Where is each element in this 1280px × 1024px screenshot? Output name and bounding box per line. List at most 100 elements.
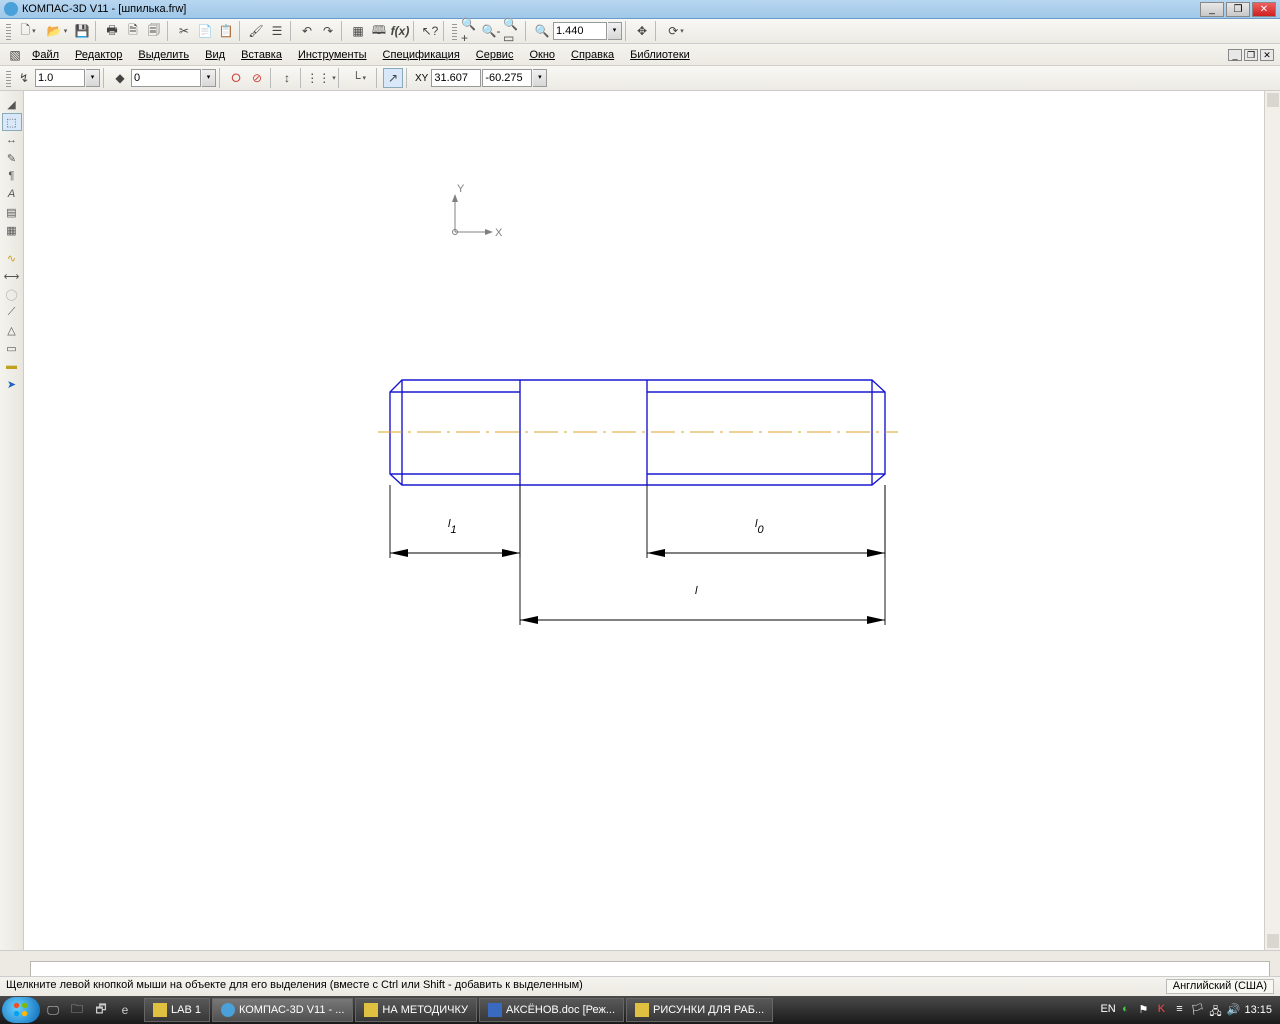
print-setup-button[interactable]: 🗐 — [144, 21, 164, 41]
format-painter-button[interactable]: 🖌 — [246, 21, 266, 41]
maximize-button[interactable]: ❐ — [1226, 2, 1250, 17]
style-button[interactable]: ↕ — [277, 68, 297, 88]
edit-tool[interactable]: ✎ — [2, 149, 22, 167]
properties-button[interactable]: ☰ — [267, 21, 287, 41]
geometry-tool[interactable]: ◢ — [2, 95, 22, 113]
cursor-step-icon[interactable]: ↯ — [14, 68, 34, 88]
scrollbar-vertical[interactable] — [1264, 91, 1280, 950]
zoom-dropdown[interactable]: ▾ — [608, 22, 622, 40]
print-button[interactable]: 🖶 — [102, 21, 122, 41]
ql-explorer-icon[interactable]: 🗀 — [66, 999, 88, 1021]
grid-button[interactable]: ⋮⋮ — [307, 68, 335, 88]
mdi-restore[interactable]: ❐ — [1244, 49, 1258, 61]
svg-text:l1: l1 — [448, 518, 457, 536]
new-button[interactable]: 🗋 — [14, 21, 42, 41]
fx-button[interactable]: f(x) — [390, 21, 410, 41]
curve-tool[interactable]: △ — [2, 321, 22, 339]
tray-volume-icon[interactable]: 🔊 — [1226, 1003, 1240, 1017]
arrow-tool[interactable]: ➤ — [2, 375, 22, 393]
param-tool[interactable]: ◯ — [2, 285, 22, 303]
status-lang[interactable]: Английский (США) — [1166, 979, 1274, 994]
cursor-step-field[interactable] — [35, 69, 85, 87]
tray-lang[interactable]: EN — [1100, 1003, 1114, 1017]
ql-ie-icon[interactable]: e — [114, 999, 136, 1021]
menu-insert[interactable]: Вставка — [233, 47, 290, 63]
coord-y-field[interactable] — [482, 69, 532, 87]
lib-button[interactable]: 🕮 — [369, 21, 389, 41]
manager-button[interactable]: ▦ — [348, 21, 368, 41]
minimize-button[interactable]: _ — [1200, 2, 1224, 17]
tray-icon[interactable]: ⚑ — [1136, 1003, 1150, 1017]
coord-x-field[interactable] — [431, 69, 481, 87]
help-context-button[interactable]: ↖? — [420, 21, 440, 41]
task-lab1[interactable]: LAB 1 — [144, 998, 210, 1022]
copy-button[interactable]: 📄 — [195, 21, 215, 41]
task-kompas[interactable]: КОМПАС-3D V11 - ... — [212, 998, 353, 1022]
spline-tool[interactable]: ∿ — [2, 249, 22, 267]
grip[interactable] — [452, 22, 457, 40]
text-tool[interactable]: ¶ — [2, 167, 22, 185]
tray-icon[interactable]: ◐ — [1118, 1003, 1132, 1017]
refresh-button[interactable]: ⟳ — [662, 21, 690, 41]
ql-switch-icon[interactable]: 🗗 — [90, 999, 112, 1021]
symbol-tool[interactable]: A — [2, 185, 22, 203]
pan-button[interactable]: ✥ — [632, 21, 652, 41]
dimension-tool[interactable]: ↔ — [2, 131, 22, 149]
round-button[interactable]: ↗ — [383, 68, 403, 88]
tray-network-icon[interactable]: 🖧 — [1208, 1003, 1222, 1017]
close-button[interactable]: ✕ — [1252, 2, 1276, 17]
task-aksenov[interactable]: АКСЁНОВ.doc [Реж... — [479, 998, 624, 1022]
menu-service[interactable]: Сервис — [468, 47, 522, 63]
drawing-canvas[interactable]: YXl1l0l — [24, 91, 1264, 950]
zoom-out-button[interactable]: 🔍- — [481, 21, 501, 41]
paste-button[interactable]: 📋 — [216, 21, 236, 41]
snap-off-button[interactable]: ⊘ — [247, 68, 267, 88]
save-button[interactable]: 💾 — [72, 21, 92, 41]
menu-view[interactable]: Вид — [197, 47, 233, 63]
zoom-realtime-button[interactable]: 🔍 — [532, 21, 552, 41]
grip[interactable] — [6, 22, 11, 40]
layer-field[interactable] — [131, 69, 201, 87]
grip[interactable] — [6, 69, 11, 87]
highlight-tool[interactable]: ▬ — [2, 357, 22, 375]
ql-desktop-icon[interactable]: 🖵 — [42, 999, 64, 1021]
redo-button[interactable]: ↷ — [318, 21, 338, 41]
coord-dropdown[interactable]: ▾ — [533, 69, 547, 87]
layer-dropdown[interactable]: ▾ — [202, 69, 216, 87]
start-button[interactable] — [2, 997, 40, 1023]
table-tool[interactable]: ▦ — [2, 221, 22, 239]
measure-tool[interactable]: ⟷ — [2, 267, 22, 285]
menu-window[interactable]: Окно — [521, 47, 563, 63]
hatch-tool[interactable]: ▤ — [2, 203, 22, 221]
snap-set-button[interactable]: ⭘ — [226, 68, 246, 88]
tray-icon[interactable]: K — [1154, 1003, 1168, 1017]
menu-spec[interactable]: Спецификация — [375, 47, 468, 63]
mdi-close[interactable]: ✕ — [1260, 49, 1274, 61]
step-dropdown[interactable]: ▾ — [86, 69, 100, 87]
menu-edit[interactable]: Редактор — [67, 47, 130, 63]
task-method[interactable]: НА МЕТОДИЧКУ — [355, 998, 477, 1022]
cut-button[interactable]: ✂ — [174, 21, 194, 41]
select-tool[interactable]: ⬚ — [2, 113, 22, 131]
zoom-in-button[interactable]: 🔍+ — [460, 21, 480, 41]
tray-clock[interactable]: 13:15 — [1244, 1004, 1272, 1016]
layer-icon[interactable]: ◆ — [110, 68, 130, 88]
menu-icon[interactable]: ▧ — [6, 45, 24, 65]
task-risunki[interactable]: РИСУНКИ ДЛЯ РАБ... — [626, 998, 773, 1022]
zoom-window-button[interactable]: 🔍▭ — [502, 21, 522, 41]
tray-flag-icon[interactable]: 🏳 — [1190, 1003, 1204, 1017]
mdi-minimize[interactable]: _ — [1228, 49, 1242, 61]
point-tool[interactable]: ⟋ — [2, 303, 22, 321]
menu-select[interactable]: Выделить — [130, 47, 197, 63]
open-button[interactable]: 📂 — [43, 21, 71, 41]
menu-file[interactable]: Файл — [24, 47, 67, 63]
undo-button[interactable]: ↶ — [297, 21, 317, 41]
tray-icon[interactable]: ≡ — [1172, 1003, 1186, 1017]
menu-help[interactable]: Справка — [563, 47, 622, 63]
menu-libs[interactable]: Библиотеки — [622, 47, 698, 63]
break-tool[interactable]: ▭ — [2, 339, 22, 357]
menu-tools[interactable]: Инструменты — [290, 47, 375, 63]
preview-button[interactable]: 🗎 — [123, 21, 143, 41]
zoom-field[interactable] — [553, 22, 607, 40]
ortho-button[interactable]: └ — [345, 68, 373, 88]
